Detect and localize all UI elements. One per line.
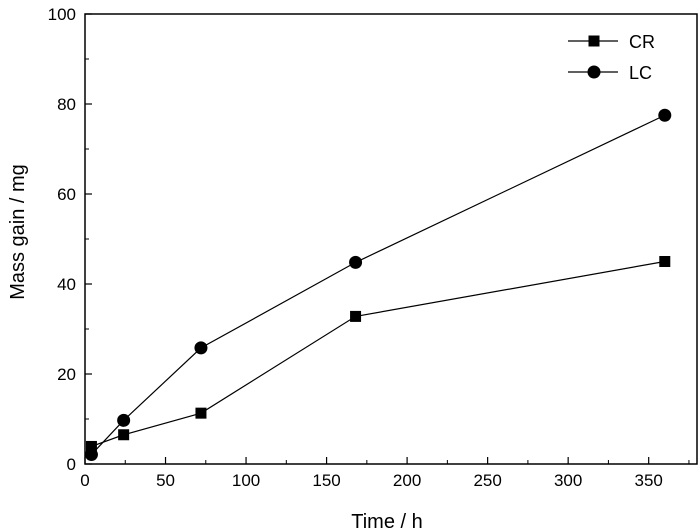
- data-point: [659, 256, 671, 267]
- plot-frame: [84, 13, 698, 465]
- x-tick-labels: 0 50 100 150 200 250 300 350: [80, 471, 663, 490]
- x-tick-label: 300: [554, 471, 582, 490]
- legend-marker: [588, 35, 600, 47]
- legend-item-cr: CR: [568, 32, 655, 52]
- x-tick-label: 250: [473, 471, 501, 490]
- series-line: [91, 260, 665, 448]
- series-cr: [85, 256, 671, 452]
- data-point: [194, 341, 208, 355]
- data-point: [195, 407, 207, 419]
- axis-ticks: [84, 13, 690, 465]
- y-tick-label: 100: [48, 5, 76, 24]
- data-point: [117, 413, 131, 427]
- y-tick-labels: 0 20 40 60 80 100: [48, 5, 76, 474]
- x-tick-label: 100: [232, 471, 260, 490]
- data-point: [349, 255, 363, 269]
- series-lc: [84, 108, 672, 462]
- x-tick-label: 50: [156, 471, 175, 490]
- data-point: [84, 448, 98, 462]
- x-tick-label: 350: [634, 471, 662, 490]
- legend-label: CR: [629, 32, 655, 52]
- y-tick-label: 80: [57, 95, 76, 114]
- x-axis-title: Time / h: [351, 511, 423, 531]
- y-tick-label: 0: [67, 455, 76, 474]
- data-point: [658, 108, 672, 122]
- series-line: [91, 114, 666, 455]
- y-axis-title: Mass gain / mg: [7, 164, 29, 300]
- y-tick-label: 20: [57, 365, 76, 384]
- data-point: [118, 429, 130, 441]
- data-point: [85, 440, 97, 452]
- legend-label: LC: [629, 63, 652, 83]
- x-tick-label: 150: [312, 471, 340, 490]
- legend-item-lc: LC: [568, 63, 652, 83]
- legend-marker: [587, 65, 601, 79]
- data-point: [350, 310, 362, 322]
- y-tick-label: 60: [57, 185, 76, 204]
- x-tick-label: 0: [80, 471, 89, 490]
- legend: CR LC: [568, 32, 655, 83]
- series-layer: [84, 108, 672, 462]
- y-tick-label: 40: [57, 275, 76, 294]
- x-tick-label: 200: [393, 471, 421, 490]
